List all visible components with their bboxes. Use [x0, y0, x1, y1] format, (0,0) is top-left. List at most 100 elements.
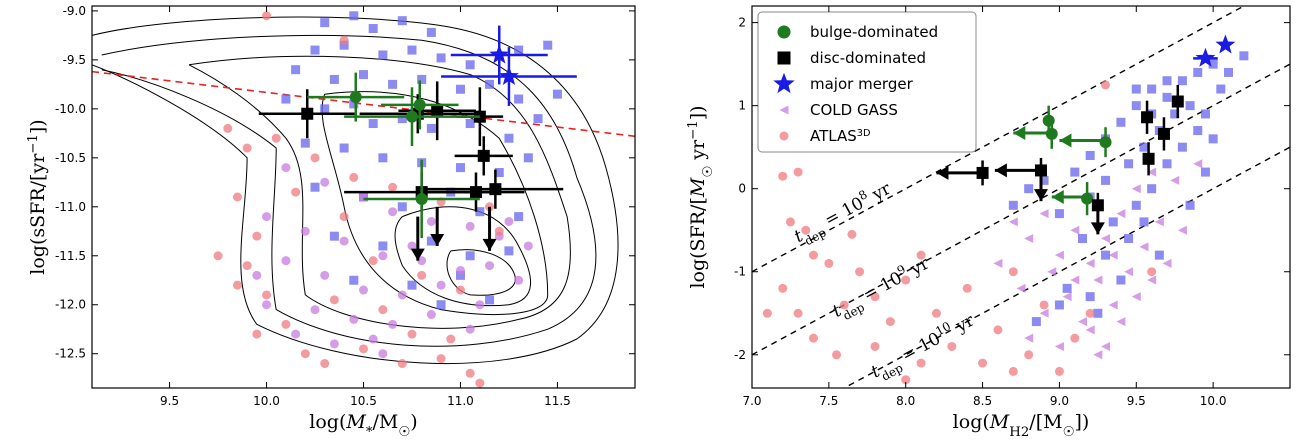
background-point: [329, 339, 339, 349]
background-point: [1124, 234, 1134, 244]
background-point: [978, 358, 988, 368]
background-point: [1085, 258, 1095, 268]
background-point: [262, 290, 272, 300]
background-point: [1147, 167, 1157, 177]
background-point: [1185, 200, 1195, 210]
background-point: [762, 308, 772, 318]
background-point: [1162, 92, 1172, 102]
background-point: [514, 45, 524, 55]
disc-dominated-point: [1141, 111, 1154, 124]
background-point: [320, 359, 330, 369]
background-point: [329, 74, 339, 84]
background-point: [778, 283, 788, 293]
background-point: [436, 300, 446, 310]
major-merger-point: [499, 66, 519, 85]
bulge-dominated-point: [413, 98, 426, 111]
background-point: [1200, 109, 1210, 119]
left-x-tick-label: 10.0: [253, 394, 280, 408]
disc-dominated-point: [431, 104, 444, 117]
background-point: [281, 94, 291, 104]
background-point: [494, 168, 504, 178]
left-y-tick-label: -10.0: [55, 102, 86, 116]
right-x-tick-label: 7.0: [742, 394, 761, 408]
background-point: [310, 153, 320, 163]
background-point: [1154, 217, 1164, 227]
background-point: [1031, 317, 1041, 327]
background-point: [446, 334, 456, 344]
background-point: [455, 84, 465, 94]
background-point: [1008, 366, 1018, 376]
disc-dominated-point: [1091, 199, 1104, 212]
background-point: [793, 167, 803, 177]
background-point: [271, 133, 281, 143]
background-point: [378, 349, 388, 359]
background-point: [1124, 159, 1134, 169]
background-point: [407, 45, 417, 55]
background-point: [1024, 333, 1034, 343]
background-point: [281, 256, 291, 266]
background-point: [232, 280, 242, 290]
background-point: [397, 114, 407, 124]
background-point: [1177, 225, 1187, 235]
background-point: [485, 295, 495, 305]
background-point: [1162, 76, 1172, 86]
background-point: [808, 333, 818, 343]
background-point: [455, 285, 465, 295]
background-point: [485, 79, 495, 89]
background-point: [300, 349, 310, 359]
background-point: [339, 143, 349, 153]
background-point: [465, 251, 475, 261]
background-point: [916, 358, 926, 368]
background-point: [349, 314, 359, 324]
background-point: [426, 27, 436, 37]
disc-dominated-point: [489, 183, 502, 196]
background-point: [1108, 250, 1118, 260]
background-point: [1208, 59, 1218, 69]
left-x-tick-label: 11.5: [544, 394, 571, 408]
background-point: [504, 216, 514, 226]
background-point: [281, 319, 291, 329]
background-point: [832, 350, 842, 360]
background-point: [514, 212, 524, 222]
left-sample-major-merger: [441, 25, 577, 106]
background-point: [1093, 350, 1103, 360]
background-point: [1008, 267, 1018, 277]
density-contour-1: [101, 34, 597, 347]
background-point: [485, 261, 495, 271]
legend-box: [757, 11, 977, 153]
depletion-line-2: [842, 146, 1290, 388]
background-point: [514, 275, 524, 285]
background-point: [349, 11, 359, 21]
background-point: [1101, 234, 1111, 244]
background-point: [993, 258, 1003, 268]
background-point: [778, 171, 788, 181]
background-point: [223, 123, 233, 133]
background-point: [310, 45, 320, 55]
background-point: [417, 74, 427, 84]
left-limit-arrow-head: [994, 163, 1007, 178]
background-point: [388, 182, 398, 192]
background-point: [359, 285, 368, 295]
background-point: [1039, 209, 1049, 219]
background-point: [252, 231, 262, 241]
background-point: [378, 305, 388, 315]
background-point: [320, 177, 330, 187]
right-plot-frame: [751, 5, 1291, 389]
background-point: [901, 375, 911, 385]
legend-label: disc-dominated: [810, 49, 926, 67]
right-x-tick-label: 9.5: [1127, 394, 1146, 408]
background-point: [1208, 134, 1218, 144]
left-limit-arrow-head: [936, 165, 949, 180]
background-point: [242, 261, 252, 271]
left-y-axis-label: log(sSFR/[yr−1]): [26, 119, 50, 274]
depletion-line-0: [752, 6, 1246, 273]
background-point: [1062, 283, 1072, 293]
disc-dominated-point: [1034, 164, 1047, 177]
background-point: [1008, 217, 1018, 227]
background-point: [1116, 275, 1126, 285]
background-point: [839, 300, 849, 310]
background-point: [1085, 308, 1095, 318]
background-point: [426, 123, 436, 133]
background-point: [426, 310, 436, 320]
